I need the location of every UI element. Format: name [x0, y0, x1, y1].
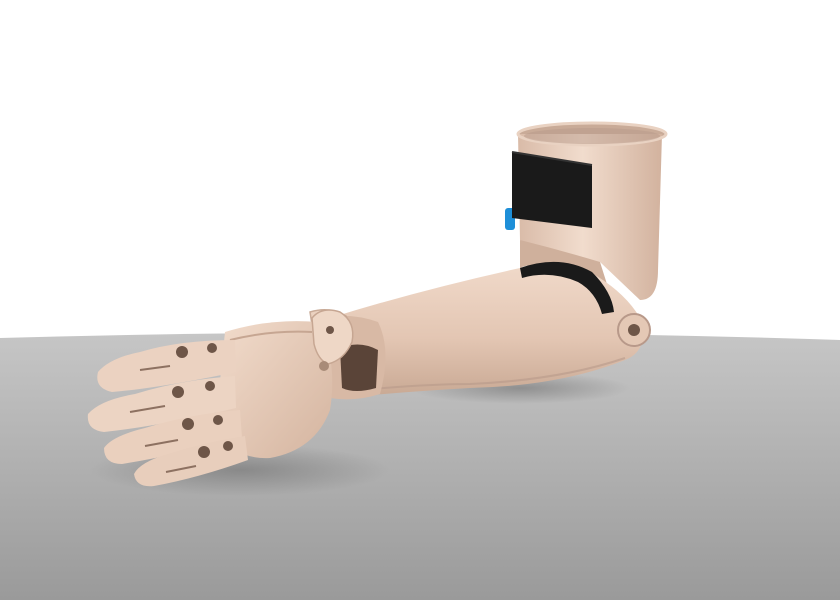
- finger-index: [97, 340, 236, 392]
- cuff-strap: [512, 152, 592, 228]
- finger-ring: [104, 410, 242, 464]
- finger-little: [134, 436, 248, 487]
- elbow-hinge: [617, 313, 651, 347]
- thumb: [311, 309, 354, 371]
- palm: [215, 321, 333, 459]
- elbow-strap: [520, 261, 614, 314]
- finger-middle: [87, 376, 236, 432]
- forearm: [330, 265, 643, 398]
